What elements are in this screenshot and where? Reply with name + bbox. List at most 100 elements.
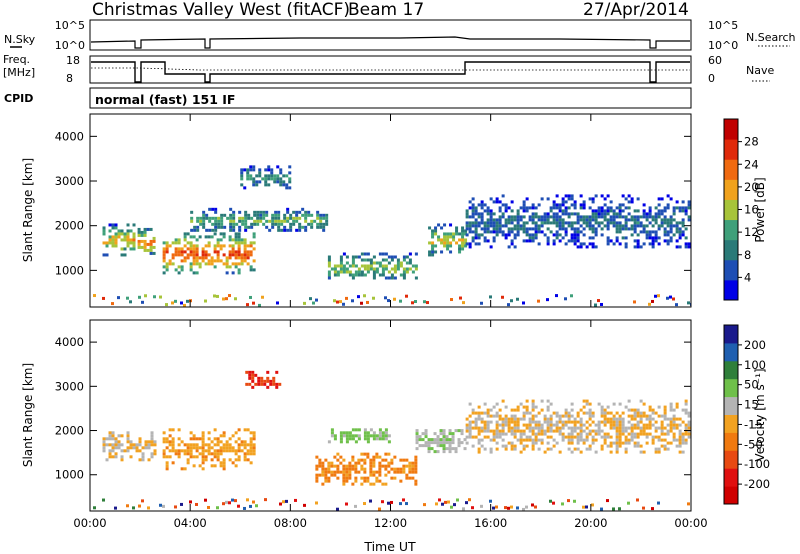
data-cell — [495, 221, 499, 225]
data-cell — [681, 230, 685, 234]
data-cell — [630, 429, 634, 433]
data-cell — [579, 408, 583, 412]
data-cell — [216, 452, 220, 456]
data-cell — [513, 423, 517, 427]
data-cell — [132, 235, 136, 239]
data-cell — [205, 228, 209, 232]
data-cell — [207, 241, 211, 245]
data-cell — [681, 438, 685, 442]
data-cell — [567, 411, 571, 415]
noise-cell — [93, 506, 96, 510]
data-cell — [504, 423, 508, 427]
data-cell — [427, 441, 431, 445]
data-cell — [108, 223, 112, 227]
data-cell — [387, 470, 391, 474]
data-cell — [375, 267, 379, 271]
data-cell — [248, 376, 252, 380]
velocity-cells — [93, 370, 691, 511]
data-cell — [552, 233, 556, 237]
data-cell — [277, 216, 281, 220]
data-cell — [603, 420, 607, 424]
data-cell — [480, 212, 484, 216]
data-cell — [465, 221, 469, 225]
data-cell — [342, 252, 346, 256]
data-cell — [495, 402, 499, 406]
noise-cell — [339, 300, 342, 304]
data-cell — [573, 233, 577, 237]
data-cell — [609, 209, 613, 213]
data-cell — [243, 244, 247, 248]
data-cell — [624, 405, 628, 409]
data-cell — [501, 432, 505, 436]
data-cell — [171, 449, 175, 453]
data-cell — [114, 238, 118, 242]
data-cell — [678, 233, 682, 237]
noise-cell — [144, 294, 147, 298]
data-cell — [225, 262, 229, 266]
data-cell — [246, 443, 250, 447]
data-cell — [636, 224, 640, 228]
data-cell — [243, 241, 247, 245]
data-cell — [396, 267, 400, 271]
data-cell — [633, 218, 637, 222]
data-cell — [504, 203, 508, 207]
data-cell — [454, 450, 458, 454]
data-cell — [339, 267, 343, 271]
data-cell — [519, 438, 523, 442]
data-cell — [436, 438, 440, 442]
data-cell — [318, 464, 322, 468]
data-cell — [687, 411, 691, 415]
data-cell — [120, 232, 124, 236]
data-cell — [143, 239, 147, 243]
data-cell — [402, 258, 406, 262]
noise-cell — [399, 502, 402, 506]
data-cell — [138, 437, 142, 441]
data-cell — [615, 429, 619, 433]
data-cell — [449, 250, 453, 254]
data-cell — [555, 414, 559, 418]
data-cell — [369, 482, 373, 486]
data-cell — [678, 435, 682, 439]
data-cell — [504, 221, 508, 225]
data-cell — [454, 447, 458, 451]
data-cell — [558, 218, 562, 222]
data-cell — [612, 426, 616, 430]
data-cell — [288, 177, 292, 181]
data-cell — [465, 429, 469, 433]
noise-cell — [258, 303, 261, 307]
noise-cell — [345, 296, 348, 300]
data-cell — [436, 450, 440, 454]
data-cell — [570, 450, 574, 454]
data-cell — [192, 434, 196, 438]
data-cell — [573, 417, 577, 421]
data-cell — [630, 233, 634, 237]
data-cell — [439, 444, 443, 448]
nsky-tick-bottom: 10^0 — [55, 39, 85, 52]
data-cell — [213, 449, 217, 453]
data-cell — [561, 423, 565, 427]
data-cell — [189, 235, 193, 239]
data-cell — [522, 447, 526, 451]
data-cell — [301, 207, 305, 211]
data-cell — [666, 230, 670, 234]
data-cell — [591, 245, 595, 249]
data-cell — [199, 219, 203, 223]
data-cell — [618, 417, 622, 421]
data-cell — [445, 441, 449, 445]
data-cell — [618, 212, 622, 216]
data-cell — [477, 221, 481, 225]
data-cell — [237, 250, 241, 254]
data-cell — [531, 402, 535, 406]
data-cell — [342, 470, 346, 474]
data-cell — [449, 232, 453, 236]
data-cell — [120, 458, 124, 462]
data-cell — [669, 197, 673, 201]
data-cell — [573, 420, 577, 424]
data-cell — [402, 255, 406, 259]
data-cell — [210, 458, 214, 462]
data-cell — [573, 203, 577, 207]
data-cell — [433, 450, 437, 454]
data-cell — [277, 213, 281, 217]
data-cell — [522, 224, 526, 228]
data-cell — [630, 224, 634, 228]
